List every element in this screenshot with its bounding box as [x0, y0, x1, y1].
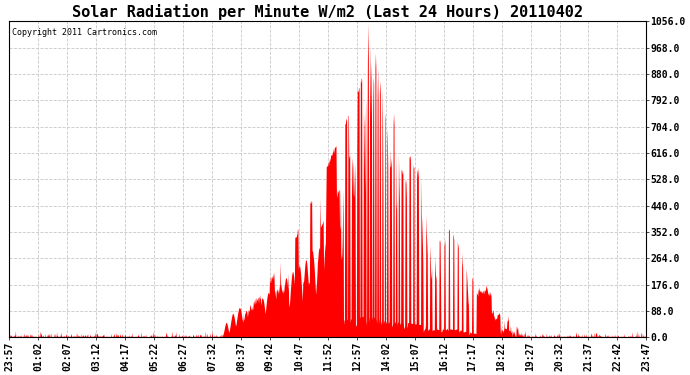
Title: Solar Radiation per Minute W/m2 (Last 24 Hours) 20110402: Solar Radiation per Minute W/m2 (Last 24… — [72, 4, 583, 20]
Text: Copyright 2011 Cartronics.com: Copyright 2011 Cartronics.com — [12, 28, 157, 37]
